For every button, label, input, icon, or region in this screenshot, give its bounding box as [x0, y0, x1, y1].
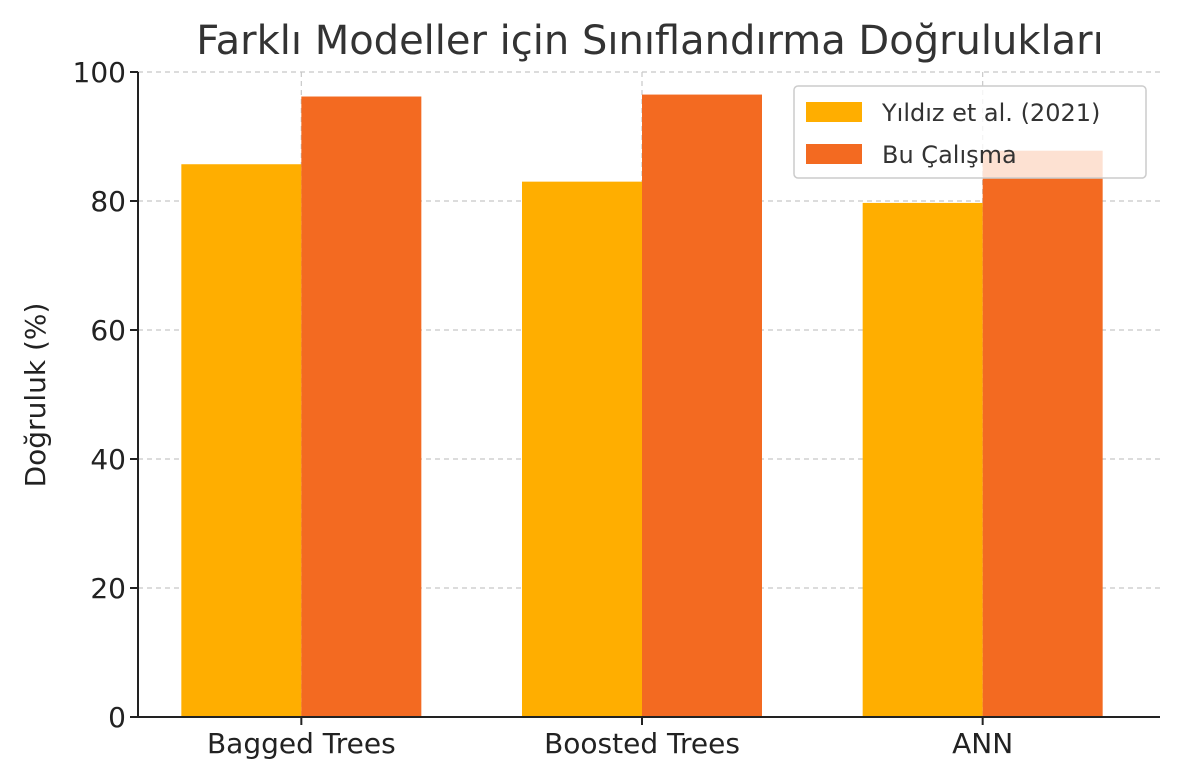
chart-title: Farklı Modeller için Sınıflandırma Doğru… — [196, 18, 1103, 64]
bar-series-0-2 — [862, 202, 983, 717]
legend-label-1: Bu Çalışma — [882, 141, 1017, 169]
legend-label-0: Yıldız et al. (2021) — [881, 99, 1100, 127]
axes: 0 20 40 60 80 100 Bagged Trees Boosted Trees ANN — [73, 56, 1160, 760]
bar-series-1-1 — [642, 94, 762, 717]
bar-series-1-2 — [982, 150, 1103, 717]
y-axis-label: Doğruluk (%) — [19, 303, 52, 488]
y-tick-label-3: 60 — [90, 314, 126, 347]
y-tick-label-4: 80 — [90, 185, 126, 218]
x-tick-label-2: ANN — [952, 727, 1013, 760]
legend: Yıldız et al. (2021) Bu Çalışma — [793, 85, 1147, 179]
y-tick-label-1: 20 — [90, 572, 126, 605]
x-tick-label-0: Bagged Trees — [207, 727, 396, 760]
y-tick-label-0: 0 — [108, 701, 126, 734]
x-tick-label-1: Boosted Trees — [544, 727, 740, 760]
bar-series-0-0 — [181, 164, 302, 718]
bars — [181, 94, 1103, 718]
y-tick-label-2: 40 — [90, 443, 126, 476]
legend-swatch-1 — [806, 144, 862, 164]
legend-swatch-0 — [806, 102, 862, 122]
legend-box — [793, 85, 1147, 179]
bar-series-1-0 — [301, 96, 422, 717]
bar-series-0-1 — [522, 181, 642, 717]
y-tick-label-5: 100 — [73, 56, 126, 89]
